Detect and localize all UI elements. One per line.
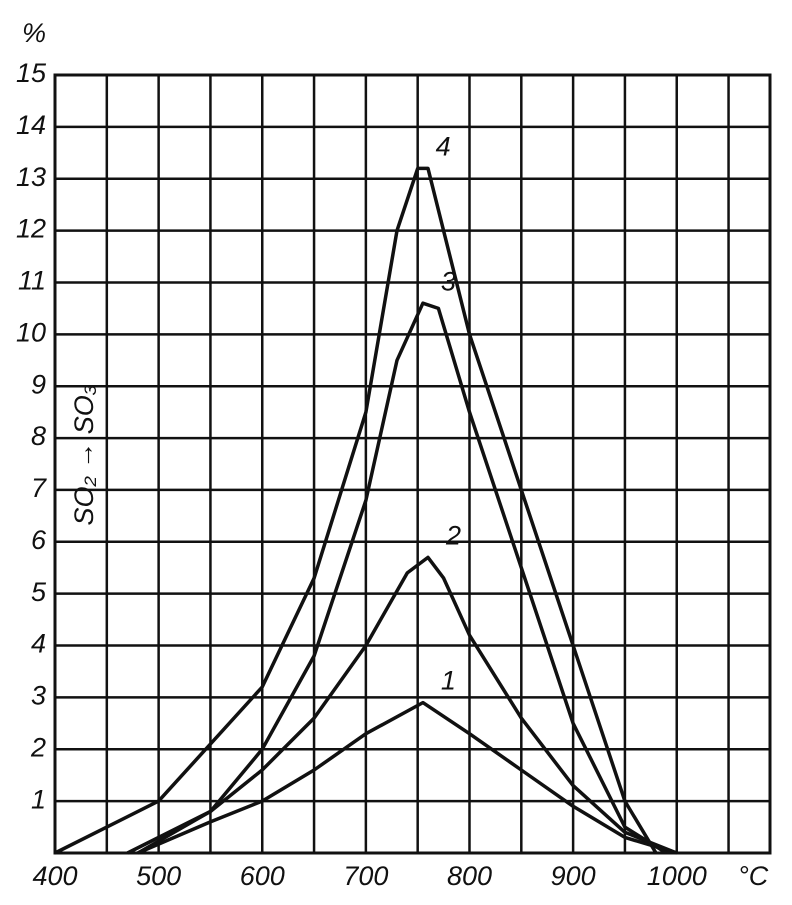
- y-tick-label: 5: [31, 577, 47, 607]
- y-tick-label: 1: [31, 784, 46, 814]
- y-tick-label: 9: [31, 369, 46, 399]
- plot-frame: [53, 73, 772, 855]
- x-tick-label: 500: [136, 861, 181, 891]
- x-tick-label: 800: [447, 861, 492, 891]
- line: [126, 301, 668, 855]
- line: [137, 555, 678, 855]
- x-tick-label: 700: [343, 861, 388, 891]
- y-tick-label: 15: [16, 58, 47, 88]
- line: [137, 700, 678, 855]
- y-tick-label: 10: [16, 317, 46, 347]
- series-label: 1: [441, 666, 456, 696]
- y-axis-label: SO₂ → SO₃: [69, 384, 99, 525]
- x-unit: °C: [738, 861, 769, 891]
- series-label: 2: [445, 520, 461, 550]
- y-tick-label: 8: [31, 421, 46, 451]
- y-tick-label: 14: [16, 110, 46, 140]
- y-tick-label: 11: [18, 266, 46, 296]
- x-tick-label: 900: [551, 861, 596, 891]
- y-unit: %: [22, 18, 46, 48]
- y-tick-label: 6: [31, 525, 47, 555]
- y-tick-label: 3: [31, 681, 46, 711]
- y-tick-label: 13: [16, 162, 46, 192]
- series-label: 3: [441, 266, 456, 296]
- y-tick-label: 12: [16, 214, 46, 244]
- y-tick-label: 4: [31, 629, 46, 659]
- y-tick-label: 2: [30, 732, 46, 762]
- y-tick-label: 7: [31, 473, 47, 503]
- x-tick-label: 600: [240, 861, 285, 891]
- line: [54, 166, 658, 855]
- series-label: 4: [436, 131, 451, 161]
- x-tick-label: 400: [32, 861, 77, 891]
- x-tick-label: 1000: [647, 861, 707, 891]
